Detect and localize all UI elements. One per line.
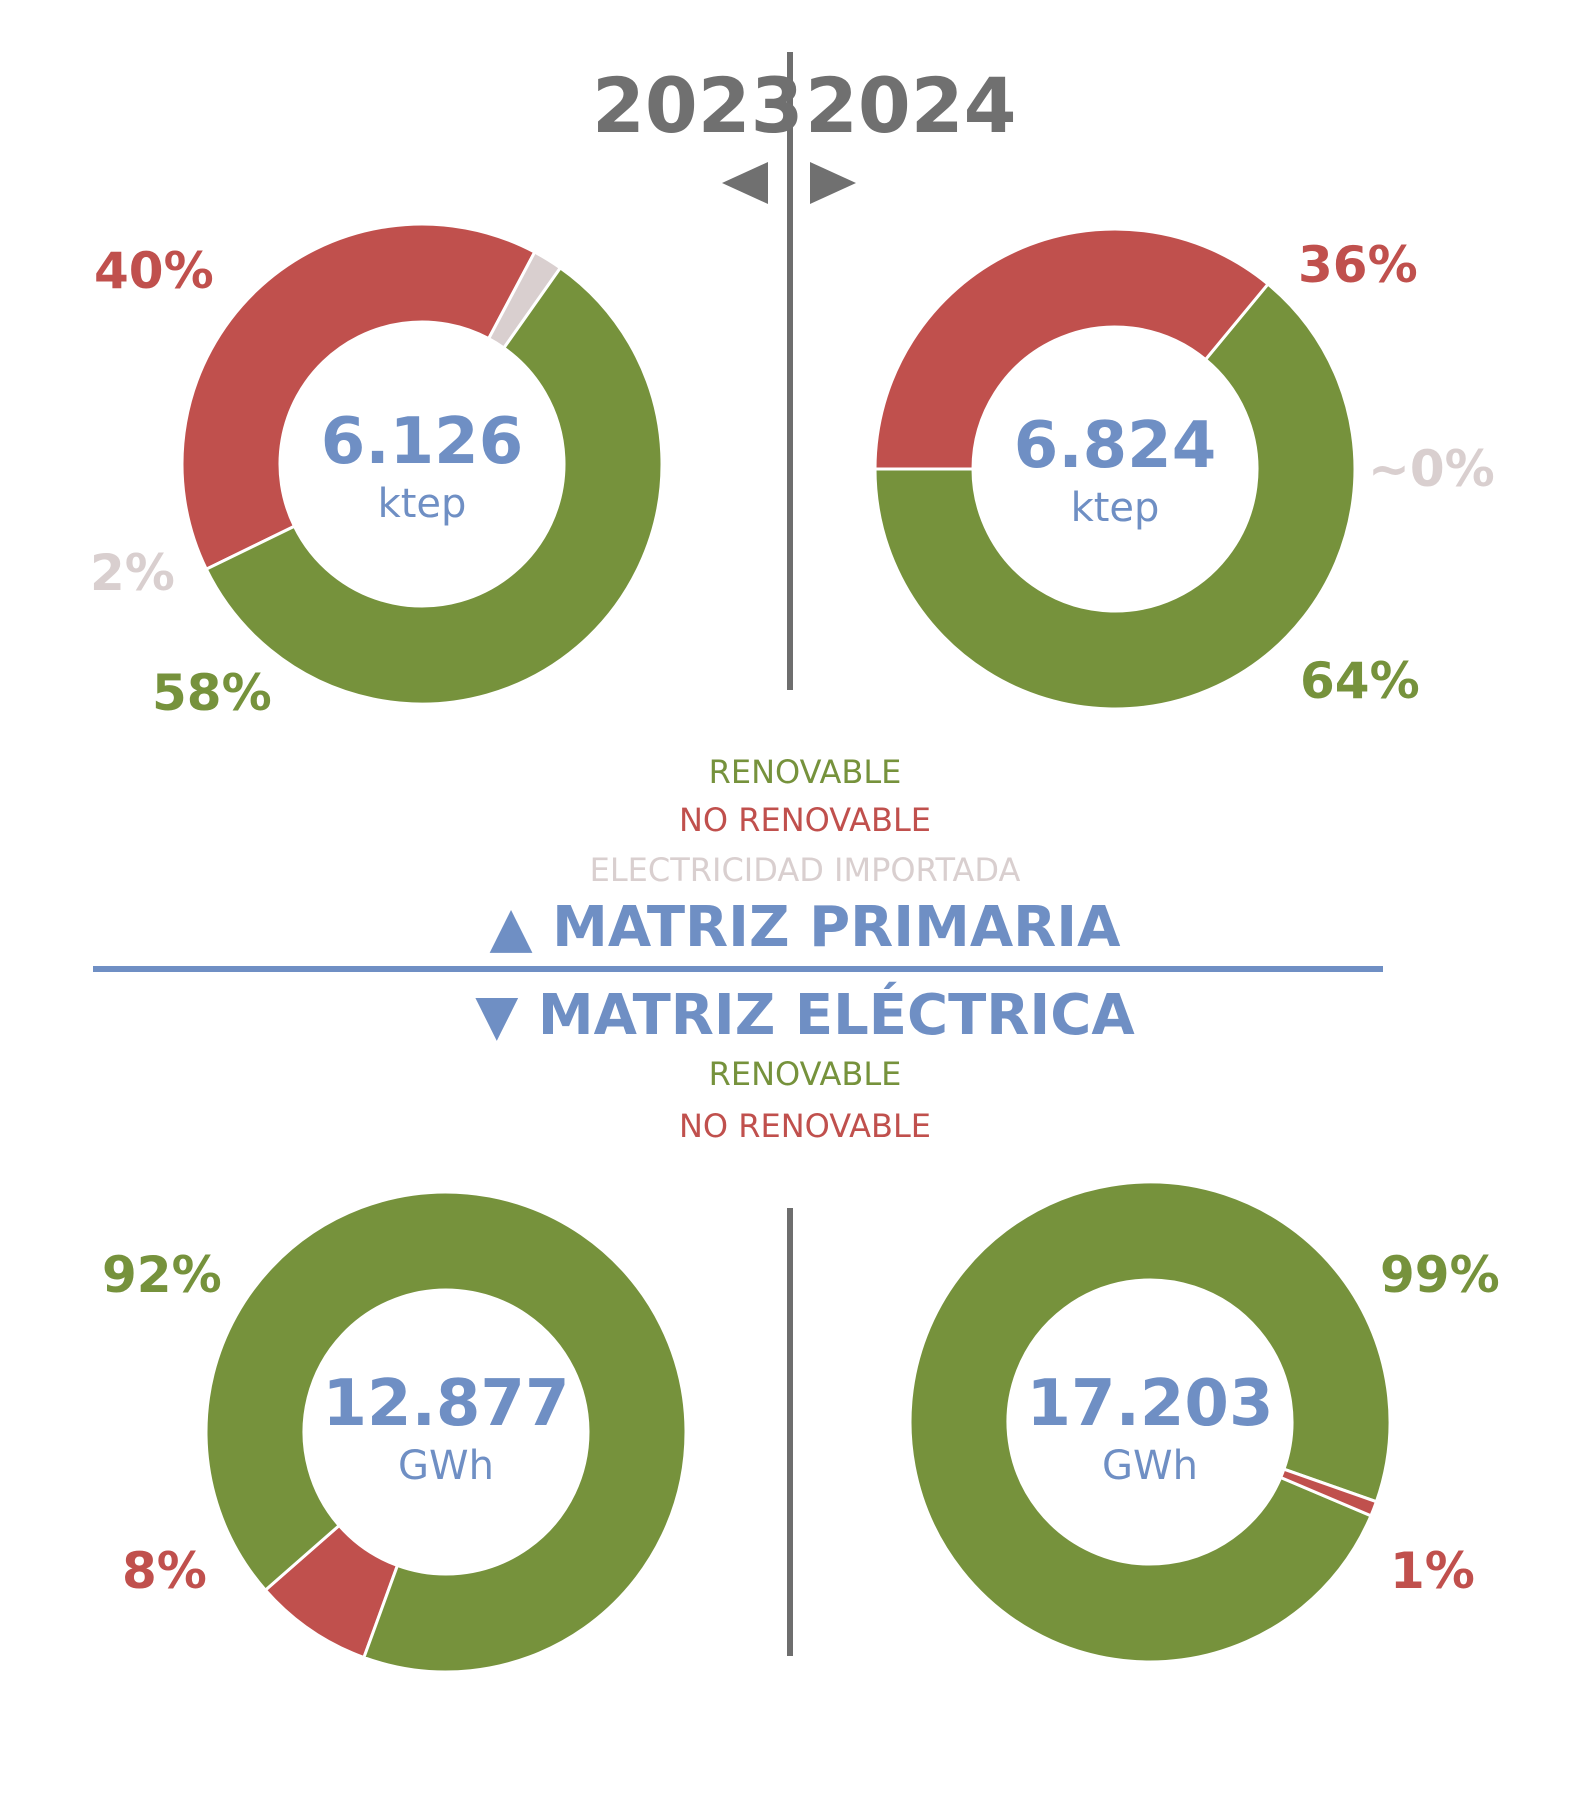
donut-electrica-2024 — [908, 1180, 1392, 1664]
total-electrica-2024: 17.203 — [1026, 1367, 1274, 1441]
year-left-label: 2023 — [592, 61, 804, 150]
slice-no-renovable — [873, 227, 1271, 471]
slice-renovable — [204, 1190, 688, 1674]
slice-no-renovable — [1278, 1467, 1379, 1518]
label-primaria-2023-renovable: 58% — [152, 664, 272, 722]
total-electrica-2023: 12.877 — [322, 1367, 570, 1441]
unit-primaria-2023: ktep — [377, 481, 467, 527]
label-primaria-2024-no-renovable: 36% — [1298, 236, 1418, 294]
label-primaria-2024-renovable: 64% — [1300, 652, 1420, 710]
legend-importada: ELECTRICIDAD IMPORTADA — [589, 851, 1021, 889]
year-right-label: 2024 — [805, 61, 1017, 150]
legend-electrica-renovable: RENOVABLE — [708, 1055, 902, 1093]
top-divider — [787, 52, 793, 690]
slice-no-renovable — [180, 222, 537, 572]
slice-renovable — [873, 281, 1357, 711]
matriz-primaria-title: ▲ MATRIZ PRIMARIA — [489, 895, 1121, 960]
unit-primaria-2024: ktep — [1070, 485, 1160, 531]
bottom-divider — [787, 1208, 793, 1656]
slice-renovable — [204, 265, 664, 706]
section-divider — [93, 966, 1383, 972]
arrow-right-icon[interactable] — [810, 162, 856, 204]
legend-electrica-no-renovable: NO RENOVABLE — [678, 1107, 932, 1145]
donut-primaria-2024 — [873, 227, 1357, 711]
label-electrica-2024-no-renovable: 1% — [1390, 1542, 1475, 1600]
donut-primaria-2023 — [180, 222, 664, 706]
total-primaria-2023: 6.126 — [320, 405, 524, 479]
slice-renovable — [908, 1180, 1392, 1664]
unit-electrica-2024: GWh — [1102, 1443, 1198, 1489]
total-primaria-2024: 6.824 — [1013, 409, 1217, 483]
arrow-left-icon[interactable] — [722, 162, 768, 204]
label-electrica-2024-renovable: 99% — [1380, 1246, 1500, 1304]
unit-electrica-2023: GWh — [398, 1443, 494, 1489]
donut-electrica-2023 — [204, 1190, 688, 1674]
legend-no-renovable: NO RENOVABLE — [678, 801, 932, 839]
label-electrica-2023-no-renovable: 8% — [122, 1542, 207, 1600]
label-primaria-2024-importada: ~0% — [1368, 440, 1495, 498]
label-primaria-2023-no-renovable: 40% — [94, 242, 214, 300]
label-primaria-2023-importada: 2% — [90, 544, 175, 602]
legend-renovable: RENOVABLE — [708, 753, 902, 791]
matriz-electrica-title: ▼ MATRIZ ELÉCTRICA — [475, 983, 1135, 1048]
label-electrica-2023-renovable: 92% — [102, 1246, 222, 1304]
